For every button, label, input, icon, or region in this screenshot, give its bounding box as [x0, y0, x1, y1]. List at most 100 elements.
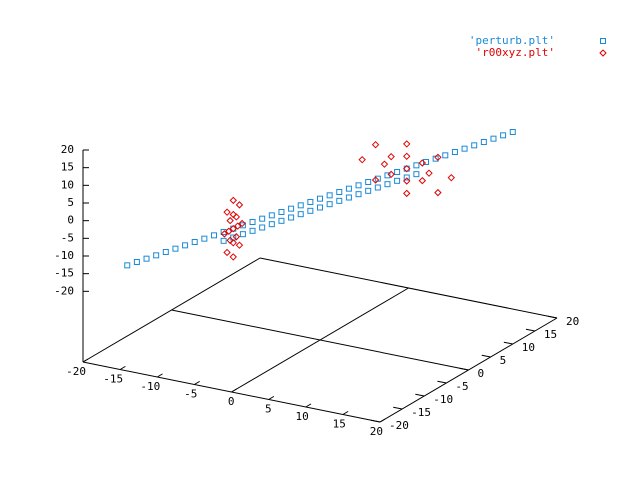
point: [268, 221, 275, 228]
point: [403, 140, 411, 148]
point: [380, 160, 389, 168]
point: [297, 211, 304, 218]
point: [223, 248, 231, 257]
legend-label: 'perturb.plt': [469, 34, 555, 47]
point: [229, 196, 237, 205]
z-tick-label: 20: [61, 143, 74, 156]
point: [418, 176, 427, 185]
point: [162, 249, 169, 255]
point: [288, 205, 295, 212]
point: [384, 172, 391, 179]
x-tick-label: 0: [228, 395, 235, 408]
point: [288, 214, 295, 221]
x-tick: [119, 365, 126, 370]
point: [268, 212, 275, 219]
y-tick-label: 0: [478, 367, 485, 380]
point: [124, 262, 131, 269]
z-tick-label: 0: [67, 214, 74, 227]
point: [326, 201, 333, 208]
point: [182, 242, 189, 249]
point: [229, 253, 237, 261]
y-tick: [415, 393, 425, 397]
point: [387, 170, 395, 179]
point: [490, 135, 497, 142]
x-tick-label: -15: [103, 373, 123, 386]
y-tick: [459, 367, 469, 371]
x-tick-label: 5: [265, 403, 272, 416]
point: [355, 182, 362, 189]
point: [434, 153, 442, 162]
point: [413, 171, 420, 178]
x-tick: [268, 395, 275, 400]
y-tick-label: -5: [455, 380, 468, 393]
point: [226, 216, 234, 225]
point: [365, 179, 372, 185]
point: [278, 217, 285, 224]
y-tick-label: 15: [544, 328, 557, 341]
y-tick-label: -20: [389, 419, 409, 432]
point: [143, 255, 150, 262]
x-tick: [194, 380, 200, 385]
point: [225, 227, 233, 235]
y-tick: [370, 419, 381, 423]
point: [480, 139, 487, 145]
point: [239, 231, 246, 238]
point: [447, 173, 455, 182]
x-tick-label: 10: [296, 410, 309, 423]
point: [403, 164, 411, 173]
y-tick: [503, 341, 513, 345]
point: [307, 207, 314, 214]
point: [172, 245, 179, 252]
x-tick-label: -20: [66, 365, 86, 378]
point: [229, 210, 237, 219]
point: [509, 129, 516, 135]
point: [210, 232, 217, 239]
point: [220, 237, 227, 244]
point: [249, 227, 256, 234]
x-tick: [156, 373, 163, 378]
point: [345, 185, 352, 192]
point: [451, 149, 458, 155]
point: [423, 159, 430, 165]
x-tick-label: 15: [333, 418, 346, 431]
y-tick: [547, 315, 558, 319]
point: [500, 132, 507, 139]
point: [358, 155, 366, 164]
point: [403, 177, 411, 185]
x-tick-label: -10: [140, 380, 160, 393]
point: [394, 169, 401, 175]
point: [307, 199, 314, 205]
y-tick-label: 10: [522, 341, 535, 354]
point: [371, 176, 380, 184]
z-tick-label: 15: [61, 161, 74, 174]
point: [297, 202, 304, 209]
point: [223, 208, 231, 216]
point: [235, 241, 244, 249]
z-tick-label: -10: [54, 249, 74, 262]
point: [238, 219, 246, 228]
x-tick-label: -5: [184, 388, 197, 401]
point: [371, 140, 380, 149]
z-tick-label: -5: [61, 231, 74, 244]
x-tick: [305, 403, 312, 408]
y-tick: [525, 328, 535, 332]
point: [235, 201, 244, 209]
point: [394, 177, 401, 184]
point: [259, 224, 266, 231]
legend-marker: [599, 49, 607, 57]
zero-axis: [231, 287, 409, 393]
y-tick-label: 5: [500, 354, 507, 367]
x-tick: [231, 388, 238, 393]
y-tick-label: -10: [433, 393, 453, 406]
point: [403, 174, 410, 181]
legend-label: 'r00xyz.plt': [476, 46, 555, 59]
point: [326, 192, 333, 199]
point: [374, 184, 381, 191]
point: [425, 169, 433, 177]
point: [201, 235, 208, 242]
point: [471, 142, 478, 149]
point: [229, 224, 237, 233]
point: [355, 191, 362, 198]
point: [403, 152, 411, 161]
